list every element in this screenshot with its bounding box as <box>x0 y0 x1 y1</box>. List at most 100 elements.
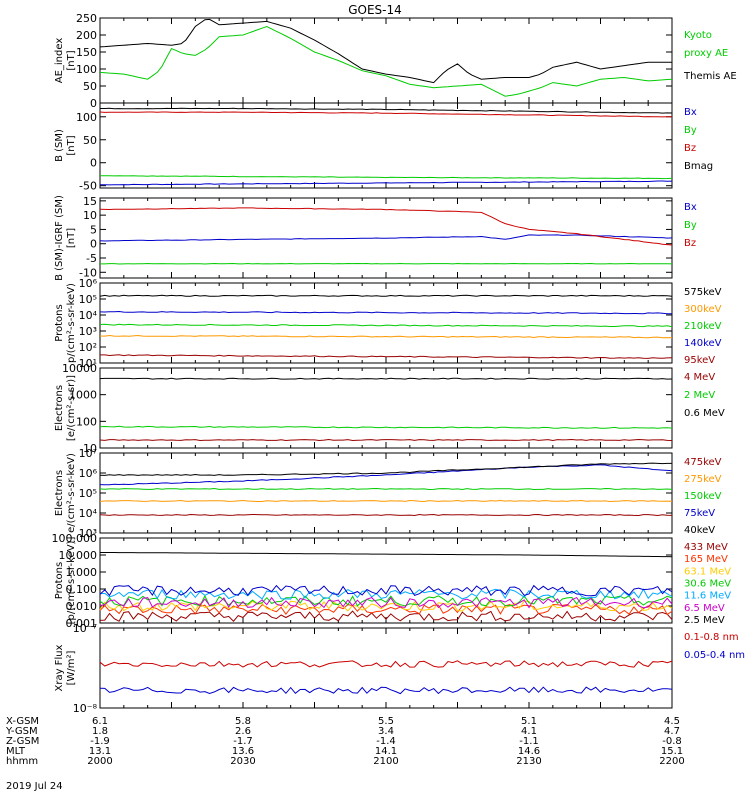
y-tick-label: -10 <box>79 266 97 279</box>
panel-4: 10¹ 10² 10³ 10⁴ 10⁵ 10⁶ Protons p/(cm²-s-sr-keV… <box>54 277 722 370</box>
legend-label: 30.6 MeV <box>684 579 731 590</box>
y-tick-label: 200 <box>76 29 97 42</box>
series-line-themis-ae <box>99 18 672 84</box>
legend-label: 2 MeV <box>684 390 715 401</box>
panel-5: 10 100 1000 10000 Electrons [e/(cm²-s-sr)] 4 M… <box>54 362 725 455</box>
orbit-value: 13.6 <box>232 746 254 757</box>
legend-label: 95keV <box>684 355 715 366</box>
orbit-value: 14.1 <box>375 746 397 757</box>
y-tick-label: -5 <box>86 252 97 265</box>
y-tick-label: 10⁵ <box>79 293 97 306</box>
legend-label: 575keV <box>684 287 722 298</box>
legend-label: 433 MeV <box>684 542 728 553</box>
orbit-value: -0.8 <box>662 736 682 747</box>
legend-label: 4 MeV <box>684 372 715 383</box>
y-tick-label: 10⁶ <box>79 277 98 290</box>
y-axis-label: [nT] <box>66 228 77 248</box>
series-line-bz <box>99 207 673 246</box>
orbit-value: 2.6 <box>235 726 251 737</box>
y-tick-label: 50 <box>83 80 97 93</box>
y-axis-label: Electrons <box>54 385 65 431</box>
y-tick-label: 100.000 <box>52 532 98 545</box>
orbit-value: -1.4 <box>376 736 396 747</box>
series-line-210kev <box>99 323 673 328</box>
orbit-value: 2130 <box>516 756 541 767</box>
y-axis-label: AE_index <box>54 38 65 84</box>
y-tick-label: 10¹ <box>79 357 97 370</box>
legend-label: Bx <box>684 202 697 213</box>
y-tick-label: 100 <box>76 111 97 124</box>
y-tick-label: 0 <box>90 97 97 110</box>
legend-label: 2.5 MeV <box>684 615 725 626</box>
series-line-2-mev <box>99 425 673 429</box>
legend-label: 6.5 MeV <box>684 603 725 614</box>
legend-label: 63.1 MeV <box>684 566 731 577</box>
y-tick-label: 10 <box>83 442 97 455</box>
orbit-value: 13.1 <box>89 746 111 757</box>
series-line-30-6-mev <box>99 594 673 607</box>
y-axis-label: e/(cm²-s-sr-keV) <box>66 453 77 533</box>
series-line-75kev <box>99 464 673 486</box>
y-tick-label: 10⁴ <box>79 309 98 322</box>
series-line-6-5-mev <box>99 596 673 609</box>
y-tick-label: 0 <box>90 157 97 170</box>
y-tick-label: -50 <box>79 180 97 193</box>
y-tick-label: 150 <box>76 46 97 59</box>
y-axis-label: B (SM)-IGRF (SM) <box>54 195 65 281</box>
y-axis-label: [nT] <box>66 50 77 70</box>
y-tick-label: 0.001 <box>66 617 98 630</box>
legend-label: 0.6 MeV <box>684 408 725 419</box>
series-line-bmag <box>100 107 673 114</box>
legend-label: 11.6 MeV <box>684 591 731 602</box>
orbit-value: -1.7 <box>233 736 253 747</box>
orbit-value: 5.8 <box>235 716 251 727</box>
legend-label: 275keV <box>684 474 722 485</box>
series-line-140kev <box>99 310 673 315</box>
y-tick-label: 0.010 <box>66 600 98 613</box>
orbit-value: 2100 <box>373 756 398 767</box>
legend-label: 75keV <box>684 508 715 519</box>
orbit-row-label: hhmm <box>6 756 38 767</box>
series-line-475kev <box>99 513 673 517</box>
legend-label: Bmag <box>684 161 713 172</box>
y-tick-label: 50 <box>83 134 97 147</box>
y-axis-label: p/(cm²-s-sr-keV) <box>66 283 77 363</box>
orbit-value: 3.4 <box>378 726 394 737</box>
y-tick-label: 100 <box>76 63 97 76</box>
y-axis-label: [e/(cm²-s-sr)] <box>66 375 77 441</box>
orbit-value: 14.6 <box>518 746 540 757</box>
y-tick-label: 10⁷ <box>79 447 97 460</box>
orbit-row-label: X-GSM <box>6 716 39 727</box>
panel-frame <box>99 367 673 449</box>
y-axis-label: [nT] <box>66 135 77 155</box>
orbit-table: X-GSM 6.1 5.8 5.5 5.1 4.5 Y-GSM 1.8 2.6 3.4 4.1 4.7… <box>5 716 685 767</box>
legend-label: 40keV <box>684 525 715 536</box>
series-line-433-mev <box>99 610 673 622</box>
y-tick-label: 1000 <box>69 389 97 402</box>
orbit-row-label: MLT <box>6 746 26 757</box>
orbit-value: 2200 <box>659 756 684 767</box>
y-tick-label: 15 <box>83 195 97 208</box>
legend-label: 210keV <box>684 321 722 332</box>
date-label: 2019 Jul 24 <box>6 781 63 792</box>
orbit-row-label: Z-GSM <box>6 736 39 747</box>
panel-frame <box>99 627 673 709</box>
orbit-value: 15.1 <box>661 746 683 757</box>
y-tick-label: 10000 <box>62 362 97 375</box>
y-tick-label: 10³ <box>79 325 97 338</box>
series-line-bx <box>99 180 673 186</box>
y-axis-label: Protons <box>54 562 65 599</box>
orbit-value: 6.1 <box>92 716 108 727</box>
y-tick-label: 10.000 <box>59 549 98 562</box>
panel-8: 10⁻⁸ 10⁻⁷ Xray Flux [W/m²] 0.1-0.8 nm 0.05-0.… <box>54 622 745 715</box>
series-line-2-5-mev-noise <box>99 584 673 597</box>
legend-label: Bz <box>684 238 696 249</box>
legend-label: 165 MeV <box>684 554 728 565</box>
series-line-11-6-mev <box>99 588 673 600</box>
chart-title: GOES-14 <box>348 3 402 17</box>
panel-2: -50 0 50 100 B (SM) [nT] Bx By Bz Bmag <box>54 102 713 193</box>
orbit-value: 4.1 <box>521 726 537 737</box>
y-tick-label: 100 <box>76 415 97 428</box>
orbit-value: 5.5 <box>378 716 394 727</box>
